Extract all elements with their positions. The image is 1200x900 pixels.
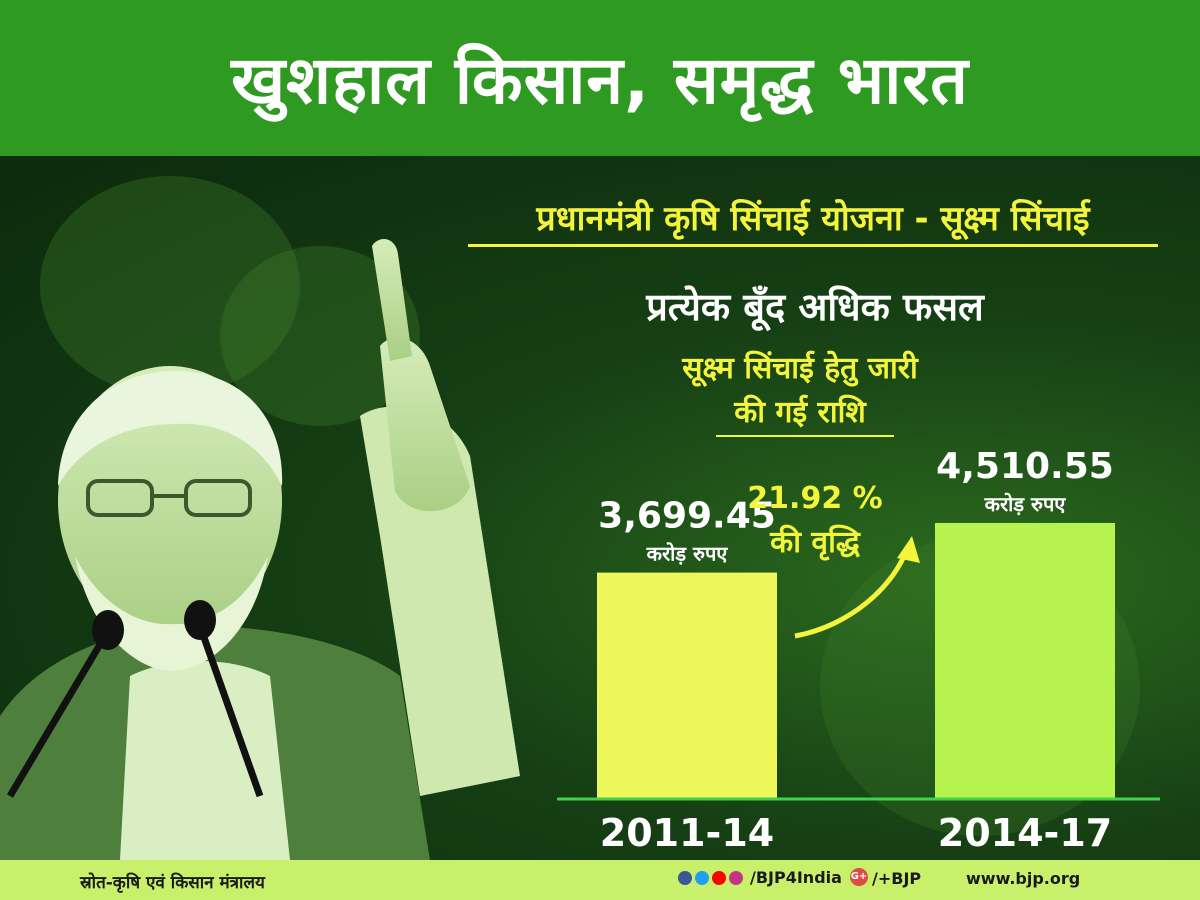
scheme-title: प्रधानमंत्री कृषि सिंचाई योजना - सूक्ष्म…: [536, 199, 1090, 239]
unit-label: करोड़ रुपए: [984, 492, 1067, 516]
value-label: 3,699.45: [598, 496, 776, 537]
growth-arrow: [794, 545, 911, 639]
bar-2014-17: [935, 522, 1115, 799]
x-tick-label: 2011-14: [600, 811, 774, 855]
title-underline: [468, 244, 1158, 247]
source-note: स्रोत-कृषि एवं किसान मंत्रालय: [80, 873, 265, 893]
youtube-icon[interactable]: [712, 870, 726, 885]
twitter-icon[interactable]: [695, 870, 709, 885]
instagram-icon[interactable]: [729, 870, 743, 885]
growth-percent: 21.92 %: [747, 481, 882, 516]
main-panel: प्रधानमंत्री कृषि सिंचाई योजना - सूक्ष्म…: [0, 156, 1200, 860]
value-label: 4,510.55: [936, 446, 1114, 487]
bar-chart: 3,699.45 करोड़ रुपए 2011-14 4,510.55 करोड़ र…: [557, 446, 1160, 855]
background-foliage: [40, 176, 300, 396]
speaker-photo: [0, 239, 520, 860]
growth-arrow-head: [897, 536, 920, 563]
unit-label: करोड़ रुपए: [646, 542, 729, 566]
header-banner: खुशहाल किसान, समृद्ध भारत: [0, 0, 1200, 156]
google-plus-handle[interactable]: /+BJP: [872, 869, 922, 888]
page-title: खुशहाल किसान, समृद्ध भारत: [231, 42, 969, 119]
subtitle-underline: [716, 435, 894, 437]
growth-label: की वृद्धि: [769, 524, 861, 561]
footer-bar: स्रोत-कृषि एवं किसान मंत्रालय /BJP4India…: [0, 860, 1200, 900]
bar-2011-14: [597, 572, 777, 799]
social-handle[interactable]: /BJP4India: [750, 868, 842, 887]
chart-subtitle-line2: की गई राशि: [734, 395, 866, 430]
slogan: प्रत्येक बूँद अधिक फसल: [646, 285, 984, 329]
google-plus-icon[interactable]: G+: [850, 868, 868, 886]
facebook-icon[interactable]: [678, 870, 692, 885]
x-tick-label: 2014-17: [938, 811, 1112, 855]
social-links[interactable]: /BJP4India: [678, 868, 842, 887]
website-link[interactable]: www.bjp.org: [966, 869, 1081, 888]
chart-subtitle-line1: सूक्ष्म सिंचाई हेतु जारी: [682, 351, 918, 386]
